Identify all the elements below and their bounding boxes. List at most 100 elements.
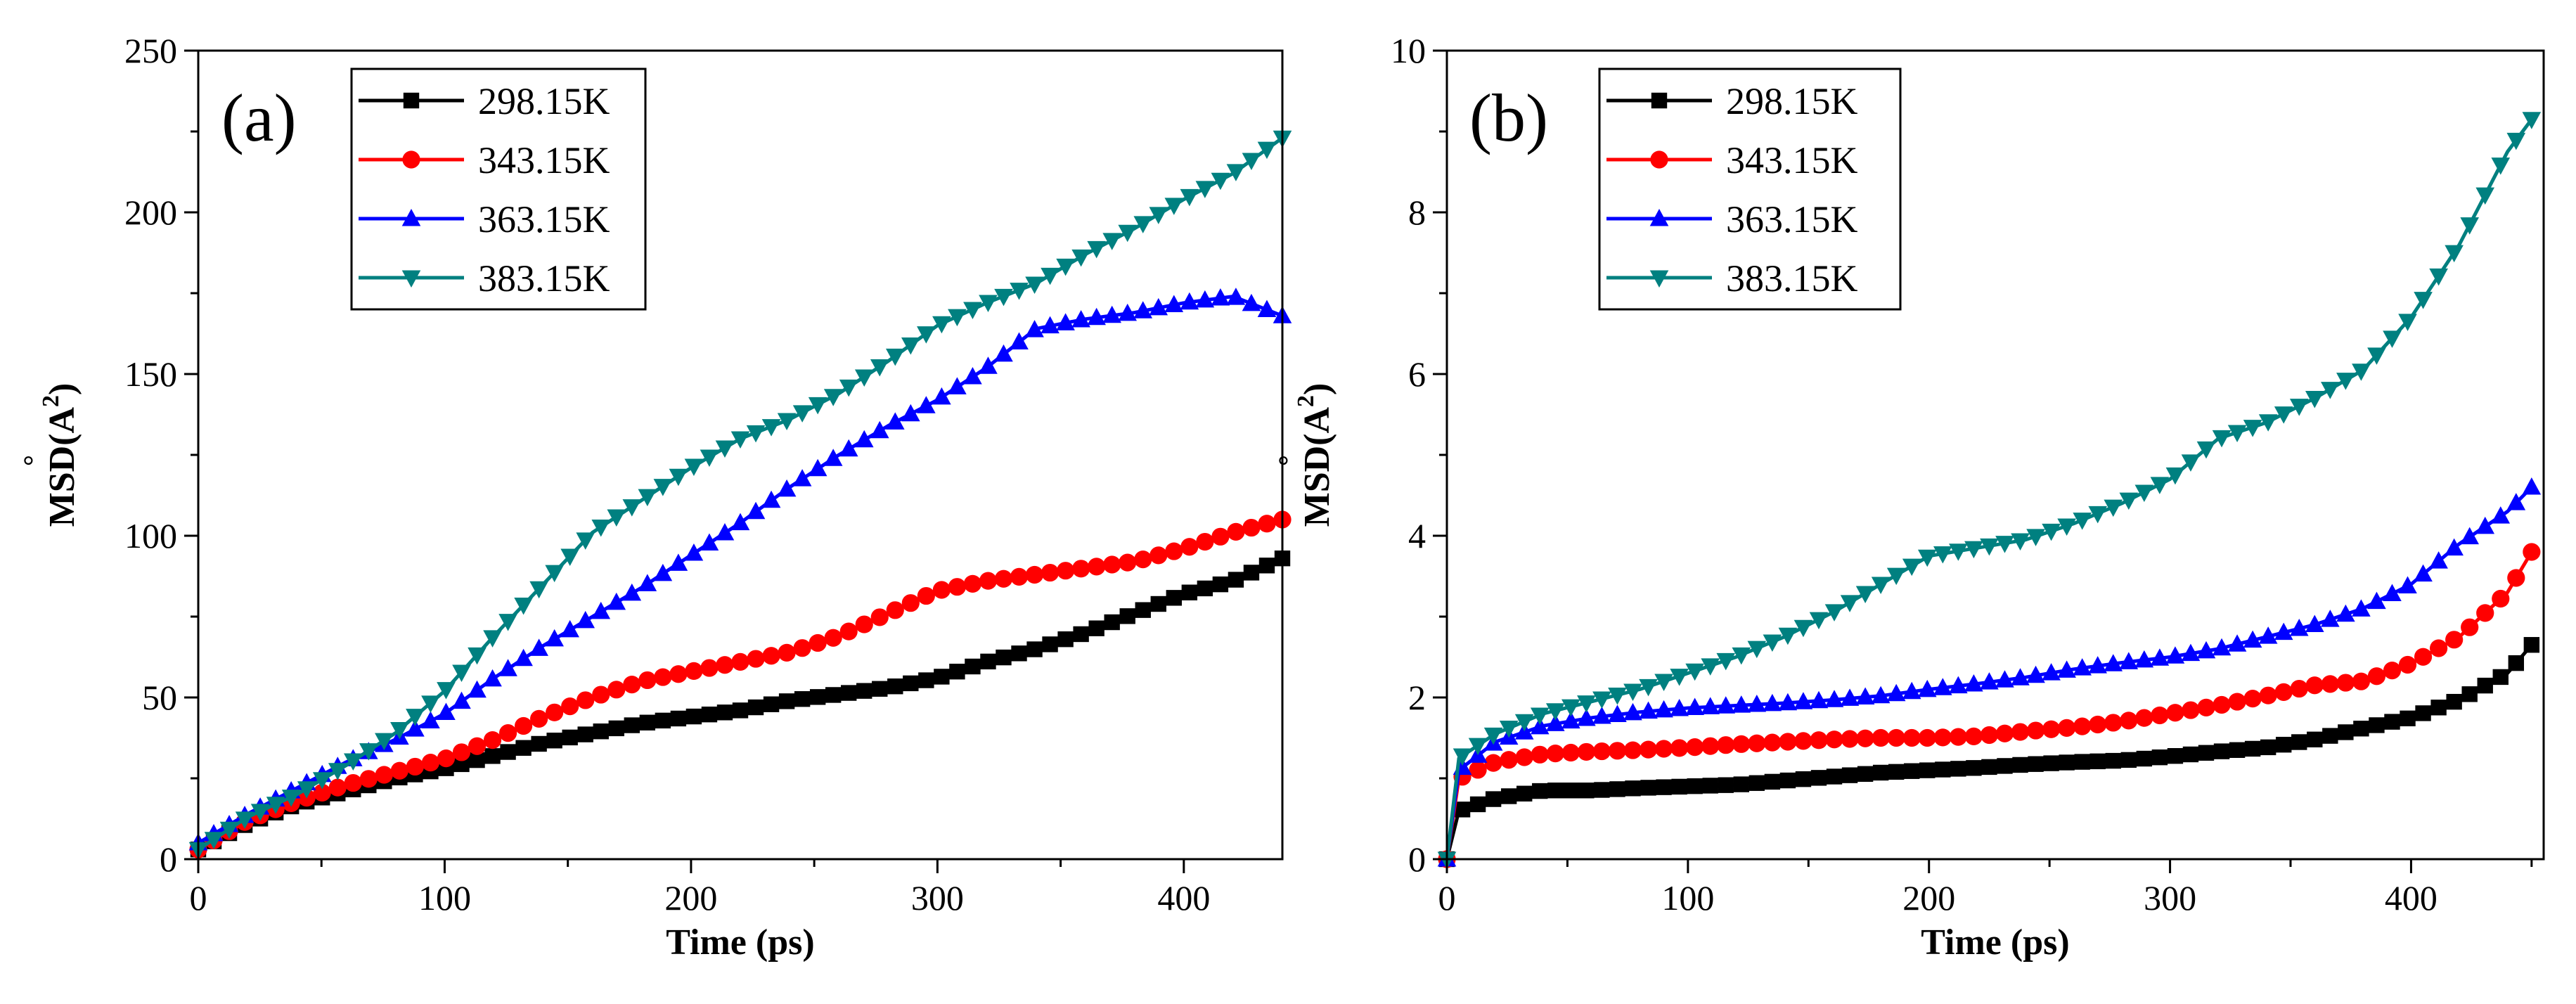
panel-b-point-363.15K xyxy=(2305,614,2324,632)
panel-b-point-298.15K xyxy=(1516,785,1533,802)
panel-b-series-298.15K xyxy=(1438,637,2540,868)
panel-a-point-383.15K xyxy=(1149,207,1168,224)
panel-b-point-383.15K xyxy=(2196,441,2216,459)
panel-a-point-383.15K xyxy=(1071,249,1090,267)
panel-b-point-298.15K xyxy=(1671,778,1687,795)
panel-a-y-axis-title: MSD(A2) xyxy=(38,383,82,527)
panel-a-point-298.15K xyxy=(608,720,624,737)
panel-a-point-363.15K xyxy=(1041,316,1060,334)
panel-b-point-363.15K xyxy=(2227,634,2247,652)
panel-b-point-343.15K xyxy=(1794,732,1812,750)
panel-b-point-363.15K xyxy=(1949,676,1968,694)
panel-b-point-363.15K xyxy=(1732,695,1751,713)
panel-a-point-383.15K xyxy=(452,664,471,682)
panel-a-point-383.15K xyxy=(514,597,533,615)
panel-a-point-383.15K xyxy=(468,647,487,665)
panel-b-point-343.15K xyxy=(2058,719,2076,737)
panel-b-point-298.15K xyxy=(1872,764,1889,781)
panel-a-point-298.15K xyxy=(918,672,934,688)
panel-a-point-343.15K xyxy=(313,783,331,802)
panel-b-point-343.15K xyxy=(1995,724,2014,742)
panel-b-point-363.15K xyxy=(2522,477,2542,495)
panel-a-point-298.15K xyxy=(825,687,842,703)
panel-a-point-363.15K xyxy=(746,501,766,520)
panel-b-point-343.15K xyxy=(2213,695,2231,714)
panel-b-point-343.15K xyxy=(1810,731,1828,749)
panel-b-point-383.15K xyxy=(1623,683,1642,701)
panel-a-point-383.15K xyxy=(1010,283,1029,300)
panel-b-point-363.15K xyxy=(1902,681,1921,700)
panel-b-point-383.15K xyxy=(1824,604,1844,622)
panel-a-point-383.15K xyxy=(1041,267,1060,285)
panel-a-point-383.15K xyxy=(545,565,564,583)
panel-b-point-363.15K xyxy=(1793,692,1813,709)
panel-b-point-298.15K xyxy=(2523,637,2540,653)
panel-a-point-363.15K xyxy=(437,702,456,721)
panel-b-point-383.15K xyxy=(2057,518,2076,536)
panel-b-point-343.15K xyxy=(2026,721,2045,740)
panel-b-point-343.15K xyxy=(1918,728,1936,747)
panel-b-point-383.15K xyxy=(1639,678,1658,697)
panel-b-point-343.15K xyxy=(1964,727,1983,745)
panel-a-point-343.15K xyxy=(747,650,765,668)
panel-b-point-298.15K xyxy=(1609,781,1625,797)
panel-b-point-298.15K xyxy=(2430,700,2447,716)
panel-a-point-343.15K xyxy=(561,697,579,716)
panel-b-point-383.15K xyxy=(2258,414,2278,432)
panel-a-legend-label-298.15K: 298.15K xyxy=(478,80,610,122)
panel-b-point-383.15K xyxy=(2088,506,2108,524)
panel-b-point-298.15K xyxy=(2338,724,2354,740)
panel-b-point-383.15K xyxy=(2429,268,2448,286)
panel-a-point-383.15K xyxy=(390,721,409,740)
panel-a-point-343.15K xyxy=(1180,538,1199,556)
panel-a-point-298.15K xyxy=(515,740,532,756)
panel-b-point-343.15K xyxy=(1531,745,1549,764)
panel-a-point-363.15K xyxy=(452,691,471,709)
panel-b-point-383.15K xyxy=(1949,543,1968,561)
panel-b-point-363.15K xyxy=(1716,696,1736,714)
panel-a-point-343.15K xyxy=(1103,555,1121,574)
panel-a-point-343.15K xyxy=(1134,551,1152,569)
panel-a-point-363.15K xyxy=(823,449,843,466)
panel-b-point-363.15K xyxy=(2243,630,2262,648)
panel-a-point-298.15K xyxy=(1181,584,1198,600)
panel-a-point-383.15K xyxy=(700,449,719,468)
panel-a-legend-marker-298.15K xyxy=(403,92,420,109)
panel-a-point-363.15K xyxy=(1164,295,1184,313)
panel-a-point-298.15K xyxy=(949,664,965,680)
panel-b-point-343.15K xyxy=(2042,720,2061,738)
panel-b-point-298.15K xyxy=(2508,655,2525,671)
panel-b-point-383.15K xyxy=(2289,399,2309,416)
panel-b-series-343.15K xyxy=(1438,543,2541,868)
panel-a-point-383.15K xyxy=(1242,153,1261,171)
panel-b-point-298.15K xyxy=(1981,759,1997,775)
panel-a-point-383.15K xyxy=(297,781,316,799)
panel-a-point-363.15K xyxy=(591,601,611,619)
panel-b-point-298.15K xyxy=(1594,782,1610,798)
panel-a-point-343.15K xyxy=(1242,518,1261,537)
panel-a-point-298.15K xyxy=(996,649,1012,666)
panel-b-point-383.15K xyxy=(2506,132,2526,150)
panel-b-point-363.15K xyxy=(2258,626,2278,644)
panel-a-point-298.15K xyxy=(577,726,593,742)
panel-a-point-383.15K xyxy=(948,309,967,327)
panel-a-point-363.15K xyxy=(607,592,626,610)
panel-a-legend-label-343.15K: 343.15K xyxy=(478,139,610,181)
panel-a-point-383.15K xyxy=(1164,198,1184,215)
panel-a-point-343.15K xyxy=(870,608,889,626)
panel-b-x-axis-title: Time (ps) xyxy=(1921,922,2069,963)
panel-b-point-343.15K xyxy=(1654,740,1673,758)
panel-a-point-363.15K xyxy=(638,574,657,591)
panel-a-y-tick-label: 0 xyxy=(160,839,177,879)
panel-a-point-383.15K xyxy=(1025,276,1044,294)
panel-a-point-363.15K xyxy=(1211,288,1230,306)
panel-b-point-343.15K xyxy=(1763,733,1782,752)
panel-b-point-343.15K xyxy=(1639,740,1658,759)
panel-a-line-343.15K xyxy=(197,517,1283,851)
panel-b-point-343.15K xyxy=(2243,690,2262,708)
panel-b-point-363.15K xyxy=(1670,698,1689,716)
panel-b-point-363.15K xyxy=(1886,683,1906,702)
panel-a-point-298.15K xyxy=(1166,590,1182,606)
panel-a-point-298.15K xyxy=(903,675,919,692)
panel-b-point-298.15K xyxy=(1749,775,1765,791)
